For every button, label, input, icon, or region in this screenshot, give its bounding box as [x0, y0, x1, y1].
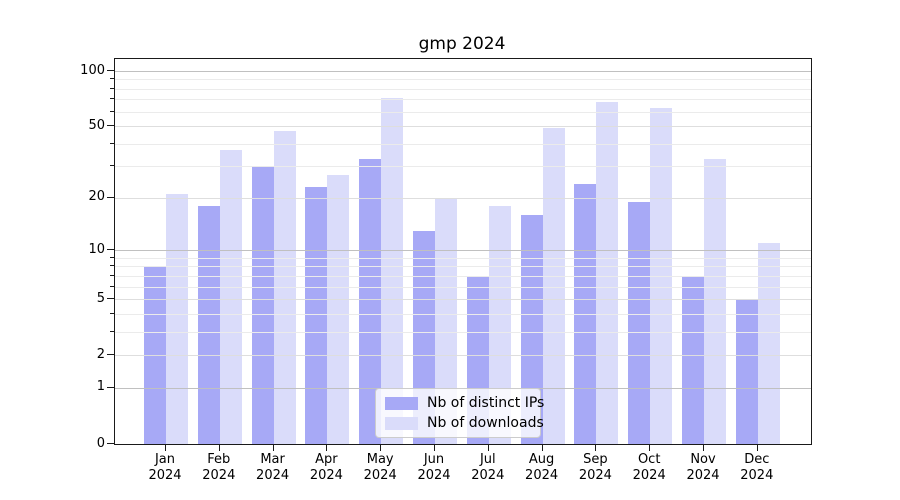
- y-tick-label-1: 1: [96, 379, 105, 395]
- gridline-y-70: [115, 99, 811, 101]
- y-minor-tick-40: [110, 142, 114, 144]
- legend: Nb of distinct IPs Nb of downloads: [375, 388, 544, 438]
- x-tick-dec: [756, 444, 758, 451]
- plot-area: [114, 58, 812, 445]
- y-minor-tick-3: [110, 330, 114, 332]
- x-tick-label-jan: Jan 2024: [148, 452, 182, 483]
- x-tick-label-jul: Jul 2024: [471, 452, 505, 483]
- bar-downloads-may: [381, 98, 404, 444]
- y-minor-tick-9: [110, 256, 114, 258]
- y-tick-2: [107, 354, 114, 356]
- gridline-y-60: [115, 111, 811, 113]
- y-tick-label-50: 50: [88, 117, 105, 133]
- y-minor-tick-90: [110, 78, 114, 80]
- y-minor-tick-6: [110, 285, 114, 287]
- bar-distinct-ips-jan: [144, 266, 166, 444]
- bar-distinct-ips-dec: [735, 299, 758, 444]
- bar-downloads-jun: [435, 197, 457, 444]
- x-tick-sep: [595, 444, 597, 451]
- bar-distinct-ips-mar: [251, 166, 274, 444]
- legend-label-downloads: Nb of downloads: [427, 415, 544, 431]
- x-tick-jun: [434, 444, 435, 451]
- x-tick-aug: [541, 444, 543, 451]
- bar-downloads-jan: [166, 194, 188, 444]
- bar-distinct-ips-may: [359, 158, 382, 444]
- bar-distinct-ips-sep: [574, 183, 597, 444]
- x-tick-label-may: May 2024: [363, 452, 397, 483]
- legend-label-distinct-ips: Nb of distinct IPs: [427, 395, 545, 411]
- x-tick-feb: [218, 444, 220, 451]
- gridline-y-40: [115, 143, 811, 145]
- x-tick-mar: [272, 444, 274, 451]
- bar-downloads-aug: [542, 127, 565, 444]
- x-tick-label-jun: Jun 2024: [417, 452, 451, 483]
- y-tick-label-2: 2: [96, 346, 105, 362]
- bar-downloads-oct: [650, 107, 673, 444]
- bar-distinct-ips-nov: [682, 275, 704, 444]
- y-tick-0: [107, 443, 114, 444]
- bar-downloads-apr: [327, 174, 350, 444]
- x-tick-label-feb: Feb 2024: [202, 452, 236, 483]
- y-tick-100: [107, 70, 114, 71]
- y-tick-20: [107, 196, 114, 198]
- bar-downloads-mar: [273, 131, 296, 444]
- y-tick-label-10: 10: [88, 241, 105, 257]
- gridline-y-50: [115, 126, 811, 128]
- bar-distinct-ips-aug: [520, 215, 543, 444]
- y-tick-1: [107, 386, 114, 388]
- bar-distinct-ips-oct: [628, 201, 651, 444]
- bar-downloads-dec: [757, 243, 780, 444]
- x-tick-label-oct: Oct 2024: [632, 452, 666, 483]
- chart-title: gmp 2024: [418, 34, 506, 54]
- bar-distinct-ips-apr: [305, 187, 328, 444]
- x-tick-oct: [649, 444, 651, 451]
- y-minor-tick-7: [110, 274, 114, 276]
- x-tick-label-mar: Mar 2024: [256, 452, 290, 483]
- bar-downloads-sep: [596, 101, 619, 444]
- gridline-y-90: [115, 79, 811, 81]
- y-tick-label-5: 5: [96, 290, 105, 306]
- x-tick-nov: [703, 444, 704, 451]
- gridline-y-100: [115, 71, 811, 72]
- y-minor-tick-30: [110, 165, 114, 167]
- gridline-y-80: [115, 88, 811, 90]
- x-tick-label-dec: Dec 2024: [740, 452, 774, 483]
- y-tick-label-20: 20: [88, 189, 105, 205]
- x-tick-apr: [326, 444, 328, 451]
- legend-swatch-distinct-ips: [385, 396, 418, 410]
- y-minor-tick-4: [110, 312, 114, 314]
- y-tick-10: [107, 249, 114, 251]
- bar-downloads-nov: [704, 158, 726, 444]
- bar-distinct-ips-feb: [197, 206, 220, 444]
- x-tick-label-apr: Apr 2024: [309, 452, 343, 483]
- y-minor-tick-8: [110, 265, 114, 267]
- y-minor-tick-80: [110, 87, 114, 89]
- y-minor-tick-60: [110, 110, 114, 112]
- legend-swatch-downloads: [385, 416, 418, 430]
- legend-item-distinct-ips: Nb of distinct IPs: [385, 395, 544, 411]
- x-tick-label-nov: Nov 2024: [686, 452, 720, 483]
- y-tick-5: [107, 298, 114, 300]
- x-tick-jan: [165, 444, 166, 451]
- x-tick-label-sep: Sep 2024: [578, 452, 612, 483]
- bar-downloads-jul: [488, 206, 511, 444]
- bar-downloads-feb: [219, 150, 242, 444]
- y-tick-label-100: 100: [80, 62, 105, 78]
- x-tick-label-aug: Aug 2024: [525, 452, 559, 483]
- legend-item-downloads: Nb of downloads: [385, 415, 544, 431]
- x-tick-may: [380, 444, 382, 451]
- x-tick-jul: [487, 444, 489, 451]
- y-tick-50: [107, 125, 114, 127]
- y-tick-label-0: 0: [96, 435, 105, 451]
- y-minor-tick-70: [110, 98, 114, 100]
